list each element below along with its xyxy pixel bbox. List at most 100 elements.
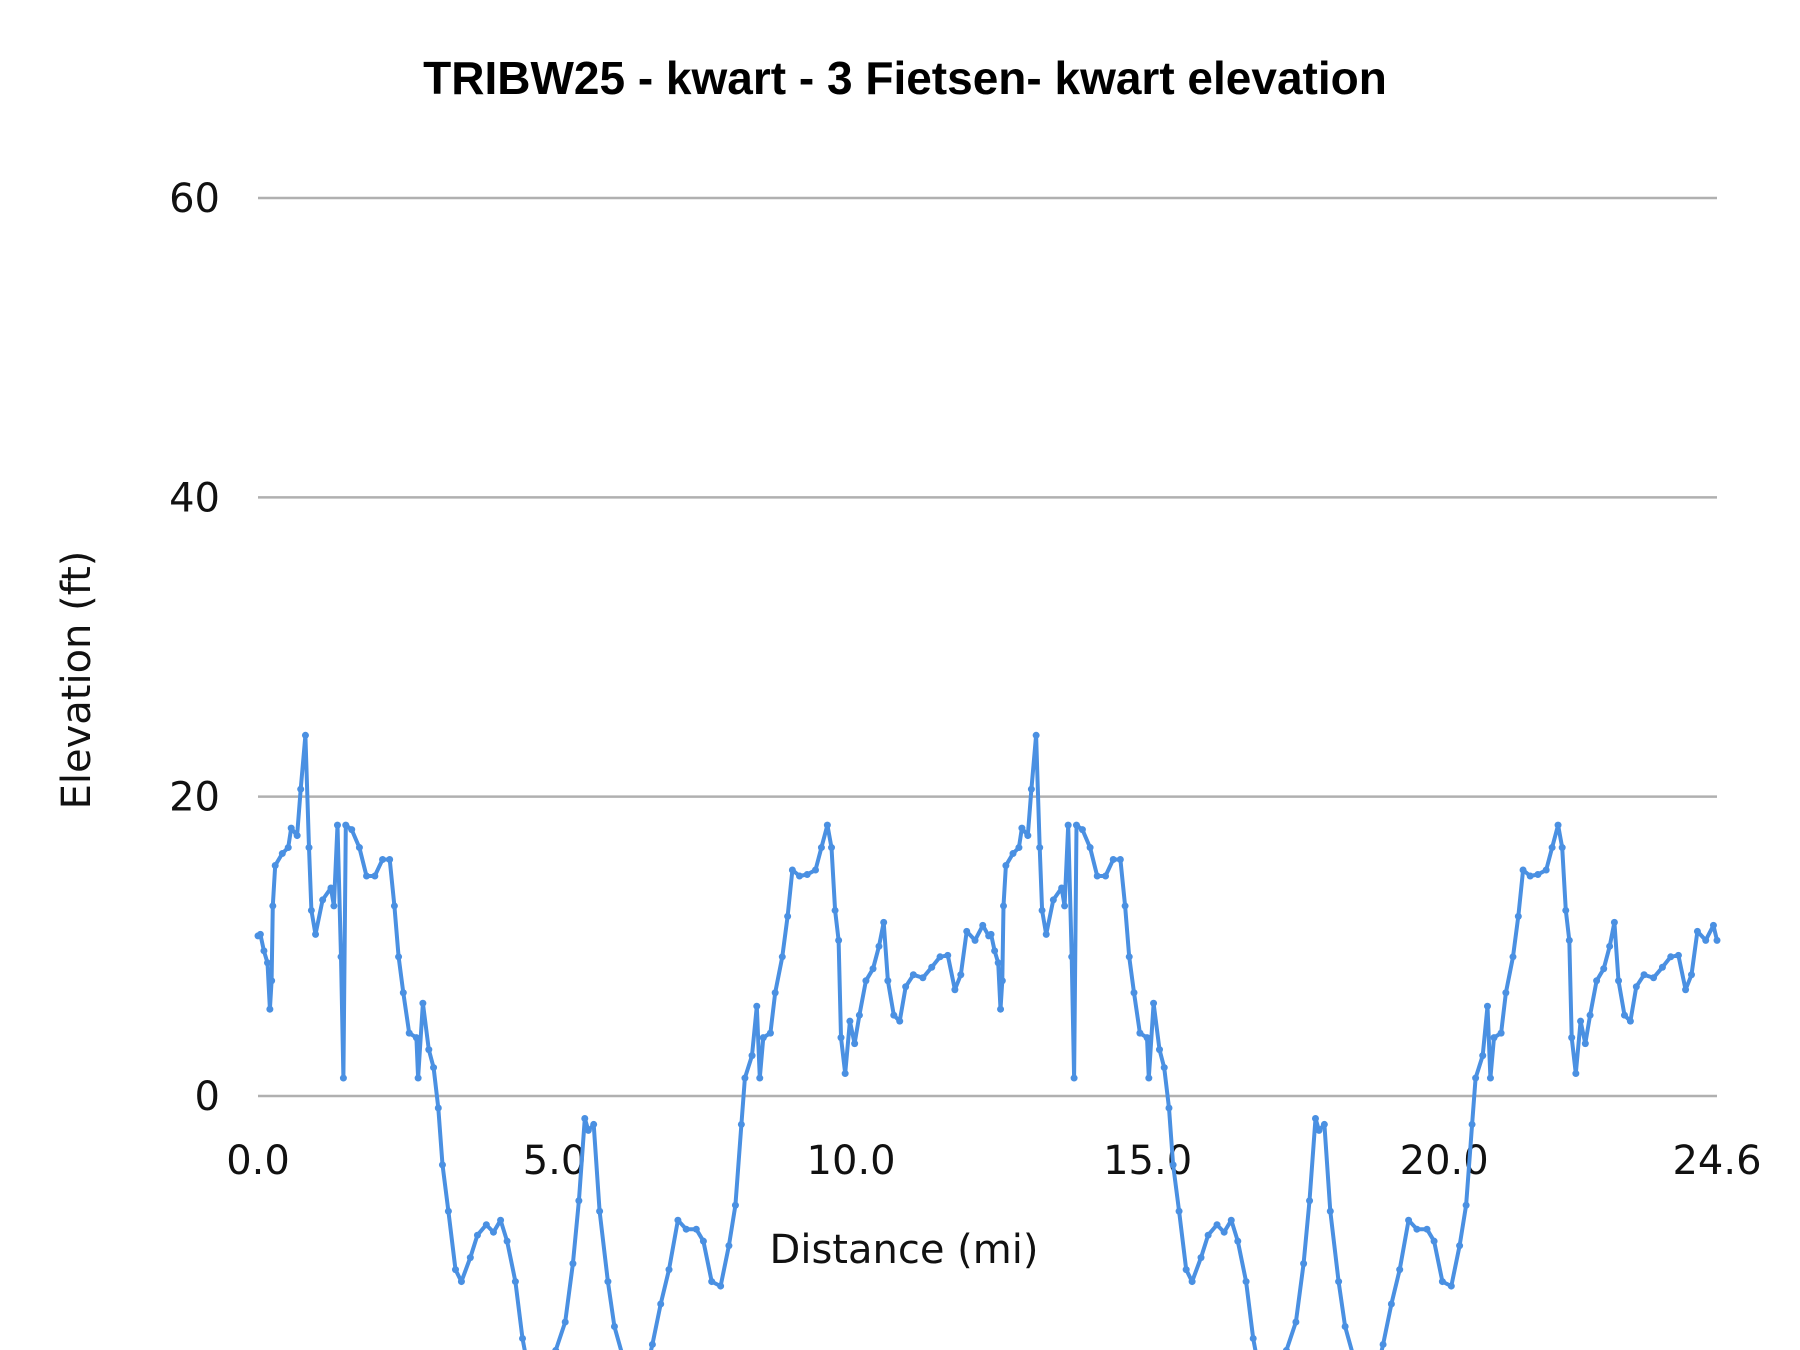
- data-point: [438, 1161, 446, 1169]
- data-point: [1249, 1334, 1257, 1342]
- data-point: [1032, 731, 1040, 739]
- data-point: [1620, 1011, 1628, 1019]
- data-point: [1572, 1070, 1580, 1078]
- data-point: [837, 1034, 845, 1042]
- data-point: [489, 1228, 497, 1236]
- data-point: [419, 999, 427, 1007]
- data-point: [339, 1074, 347, 1082]
- data-point: [482, 1221, 490, 1229]
- data-point: [1197, 1254, 1205, 1262]
- data-point: [263, 959, 271, 967]
- data-point: [748, 1052, 756, 1060]
- data-point: [425, 1046, 433, 1054]
- data-point: [1413, 1225, 1421, 1233]
- data-point: [1064, 821, 1072, 829]
- data-point: [497, 1216, 505, 1224]
- data-point: [1282, 1346, 1290, 1350]
- data-point: [737, 1120, 745, 1128]
- data-point: [444, 1207, 452, 1215]
- y-axis-title: Elevation (ft): [54, 551, 100, 810]
- data-point: [756, 1074, 764, 1082]
- data-point: [725, 1242, 733, 1250]
- data-point: [753, 1002, 761, 1010]
- data-point: [884, 977, 892, 985]
- data-point: [1102, 872, 1110, 880]
- chart-title: TRIBW25 - kwart - 3 Fietsen- kwart eleva…: [423, 52, 1387, 104]
- data-point: [1565, 936, 1573, 944]
- data-point: [1072, 821, 1080, 829]
- data-point: [319, 896, 327, 904]
- data-point: [803, 870, 811, 878]
- data-point: [307, 906, 315, 914]
- y-tick-label: 20: [169, 775, 220, 821]
- data-point: [1640, 971, 1648, 979]
- data-point: [1456, 1242, 1464, 1250]
- data-point: [256, 930, 264, 938]
- data-point: [1227, 1216, 1235, 1224]
- data-point: [451, 1266, 459, 1274]
- data-point: [1150, 999, 1158, 1007]
- data-point: [1009, 850, 1017, 858]
- data-point: [1479, 1052, 1487, 1060]
- data-point: [1626, 1017, 1634, 1025]
- data-point: [1483, 1002, 1491, 1010]
- data-point: [1160, 1064, 1168, 1072]
- data-point: [1600, 965, 1608, 973]
- data-point: [297, 785, 305, 793]
- data-point: [1558, 844, 1566, 852]
- x-tick-label: 15.0: [1103, 1138, 1192, 1184]
- data-point: [519, 1334, 527, 1342]
- data-point: [1554, 821, 1562, 829]
- data-point: [1693, 927, 1701, 935]
- data-point: [1581, 1040, 1589, 1048]
- data-point: [963, 927, 971, 935]
- data-point: [1438, 1278, 1446, 1286]
- data-point: [584, 1126, 592, 1134]
- data-point: [1234, 1237, 1242, 1245]
- data-point: [1667, 953, 1675, 961]
- y-tick-label: 60: [169, 176, 220, 222]
- data-point: [1650, 974, 1658, 982]
- x-axis-title: Distance (mi): [770, 1227, 1039, 1273]
- data-point: [880, 918, 888, 926]
- data-point: [503, 1237, 511, 1245]
- data-point: [1109, 856, 1117, 864]
- data-point: [596, 1207, 604, 1215]
- data-point: [902, 983, 910, 991]
- data-point: [1242, 1278, 1250, 1286]
- data-point: [266, 1005, 274, 1013]
- x-tick-label: 0.0: [226, 1138, 290, 1184]
- data-point: [1049, 896, 1057, 904]
- data-point: [412, 1034, 420, 1042]
- data-point: [1462, 1201, 1470, 1209]
- data-point: [795, 872, 803, 880]
- data-point: [1175, 1207, 1183, 1215]
- x-tick-label: 5.0: [523, 1138, 587, 1184]
- data-point: [1658, 963, 1666, 971]
- data-point: [994, 959, 1002, 967]
- data-point: [1204, 1231, 1212, 1239]
- data-point: [1220, 1228, 1228, 1236]
- data-point: [1610, 918, 1618, 926]
- data-point: [1024, 832, 1032, 840]
- data-point: [271, 862, 279, 870]
- elevation-series: [254, 731, 1721, 1350]
- data-point: [575, 1197, 583, 1205]
- data-point: [951, 986, 959, 994]
- data-point: [1292, 1318, 1300, 1326]
- data-point: [1713, 936, 1721, 944]
- data-point: [1519, 866, 1527, 874]
- data-point: [788, 866, 796, 874]
- data-point: [473, 1231, 481, 1239]
- data-point: [875, 942, 883, 950]
- data-point: [355, 844, 363, 852]
- data-point: [1086, 844, 1094, 852]
- data-point: [414, 1074, 422, 1082]
- x-tick-label: 24.6: [1672, 1138, 1761, 1184]
- data-point: [1468, 1120, 1476, 1128]
- data-point: [665, 1266, 673, 1274]
- data-point: [1568, 1034, 1576, 1042]
- data-point: [1070, 1074, 1078, 1082]
- data-point: [1548, 844, 1556, 852]
